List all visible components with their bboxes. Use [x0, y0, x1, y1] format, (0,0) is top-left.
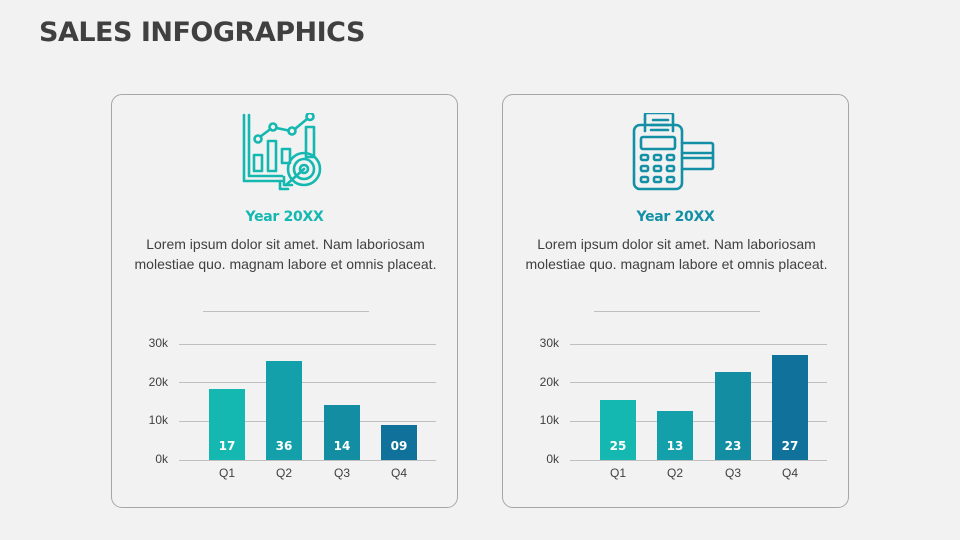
bar-q4: 09: [381, 425, 417, 460]
y-tick: 30k: [539, 336, 559, 350]
x-tick: Q2: [275, 466, 292, 480]
bar-q2: 13: [657, 411, 693, 460]
bar-q3: 23: [715, 372, 751, 460]
x-tick: Q3: [333, 466, 350, 480]
y-tick: 10k: [539, 413, 559, 427]
bar-value-label: 36: [275, 439, 293, 453]
x-axis-line: [570, 460, 827, 461]
bar-q3: 14: [324, 405, 360, 460]
chart-target-icon: [242, 113, 322, 191]
bar-value-label: 14: [333, 439, 351, 453]
card-year-heading: Year 20XX: [245, 209, 324, 225]
x-tick: Q3: [724, 466, 741, 480]
bar-q4: 27: [772, 355, 808, 460]
bar-value-label: 17: [218, 439, 236, 453]
bar-value-label: 23: [724, 439, 742, 453]
gridline: [570, 382, 827, 383]
gridline: [179, 344, 436, 345]
separator-line: [203, 311, 369, 312]
y-tick: 20k: [148, 375, 168, 389]
card-description: Lorem ipsum dolor sit amet. Nam laborios…: [525, 236, 828, 272]
gridline: [179, 421, 436, 422]
sales-card-right: Year 20XX Lorem ipsum dolor sit amet. Na…: [502, 94, 849, 508]
gridline: [570, 421, 827, 422]
y-tick: 10k: [148, 413, 168, 427]
bar-value-label: 09: [390, 439, 408, 453]
separator-line: [594, 311, 760, 312]
gridline: [179, 382, 436, 383]
y-tick: 30k: [148, 336, 168, 350]
x-tick: Q4: [390, 466, 407, 480]
pos-terminal-icon: [632, 113, 715, 191]
x-axis-line: [179, 460, 436, 461]
bar-q2: 36: [266, 361, 302, 460]
gridline: [570, 344, 827, 345]
sales-card-left: Year 20XX Lorem ipsum dolor sit amet. Na…: [111, 94, 458, 508]
bar-q1: 25: [600, 400, 636, 460]
x-tick: Q2: [666, 466, 683, 480]
bar-q1: 17: [209, 389, 245, 460]
bar-value-label: 25: [609, 439, 627, 453]
bar-value-label: 27: [781, 439, 799, 453]
bar-value-label: 13: [666, 439, 684, 453]
x-tick: Q4: [781, 466, 798, 480]
y-tick: 20k: [539, 375, 559, 389]
bar-chart: 30k 20k 10k 0k 25 13 23 27 Q1 Q2 Q3 Q4: [503, 331, 850, 481]
bar-chart: 30k 20k 10k 0k 17 36 14 09 Q1 Q2 Q3 Q4: [112, 331, 459, 481]
y-tick: 0k: [546, 452, 559, 466]
x-tick: Q1: [218, 466, 235, 480]
page-title: SALES INFOGRAPHICS: [39, 17, 365, 48]
y-tick: 0k: [155, 452, 168, 466]
card-year-heading: Year 20XX: [636, 209, 715, 225]
card-description: Lorem ipsum dolor sit amet. Nam laborios…: [134, 236, 437, 272]
x-tick: Q1: [609, 466, 626, 480]
